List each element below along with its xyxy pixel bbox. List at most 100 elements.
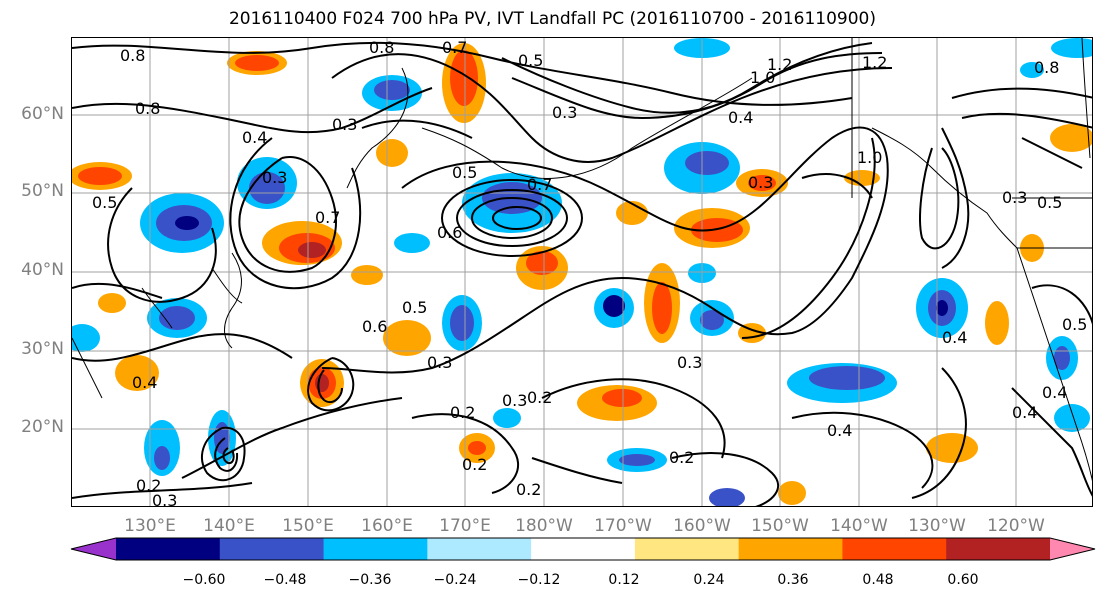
- contour-line: [361, 119, 473, 139]
- lon-label-140w: 140°W: [830, 516, 888, 536]
- positive-anomaly-patch: [1050, 124, 1092, 152]
- contour-label: 0.4: [827, 421, 852, 440]
- positive-anomaly-patch: [376, 139, 408, 167]
- contour-label: 0.3: [502, 391, 527, 410]
- lon-label-130w: 130°W: [908, 516, 966, 536]
- colorbar-label: −0.12: [517, 572, 561, 588]
- contour-label: 0.5: [402, 298, 427, 317]
- pv-contours: [72, 41, 1092, 506]
- contour-label: 0.3: [1002, 188, 1027, 207]
- contour-label: 0.5: [1037, 193, 1062, 212]
- contour-line: [72, 87, 433, 134]
- negative-anomaly-patch: [394, 233, 430, 253]
- contour-label: 0.4: [942, 328, 967, 347]
- positive-anomaly-patch: [926, 433, 978, 463]
- colorbar-label: 0.60: [947, 572, 979, 588]
- positive-anomaly-patch: [98, 293, 126, 313]
- contour-label: 0.2: [136, 476, 161, 495]
- contour-label: 0.3: [262, 168, 287, 187]
- lat-label-40: 40°N: [21, 260, 64, 280]
- colorbar-label: 0.36: [777, 572, 809, 588]
- colorbar-segment: [842, 538, 947, 560]
- anomaly-shading: [72, 38, 1092, 506]
- colorbar-segment: [946, 538, 1051, 560]
- contour-label: 0.3: [552, 103, 577, 122]
- contour-line: [911, 367, 967, 499]
- negative-anomaly-patch: [709, 488, 745, 506]
- colorbar-segment: [219, 538, 325, 560]
- lon-label-150e: 150°E: [282, 516, 334, 536]
- contour-label: 0.3: [332, 115, 357, 134]
- contour-line: [321, 157, 889, 374]
- contour-line: [72, 482, 253, 499]
- colorbar-label: −0.24: [433, 572, 477, 588]
- positive-anomaly-patch: [844, 170, 880, 186]
- lon-label-120w: 120°W: [987, 516, 1045, 536]
- contour-label: 1.0: [857, 148, 882, 167]
- contour-line: [951, 87, 1092, 99]
- contour-label: 0.4: [132, 373, 157, 392]
- lat-label-30: 30°N: [21, 339, 64, 359]
- contour-label: 0.8: [135, 99, 160, 118]
- lon-label-140e: 140°E: [203, 516, 255, 536]
- colorbar-label: 0.12: [608, 572, 640, 588]
- contour-line: [331, 53, 893, 163]
- colorbar-segment: [427, 538, 532, 560]
- contour-label: 0.3: [748, 173, 773, 192]
- map-panel: 0.8 0.8 0.8 0.7 0.5 0.3 1.0 1.2 1.2 0.8 …: [71, 37, 1093, 507]
- contour-label: 0.7: [315, 208, 340, 227]
- lon-label-170e: 170°E: [439, 516, 491, 536]
- colorbar-label: 0.24: [693, 572, 725, 588]
- colorbar-segment: [1050, 538, 1095, 560]
- contour-line: [961, 112, 1092, 129]
- contour-label: 0.2: [462, 455, 487, 474]
- colorbar-segment: [738, 538, 843, 560]
- graticule: [72, 38, 1092, 506]
- positive-anomaly-patch: [383, 320, 431, 356]
- colorbar-segment: [531, 538, 636, 560]
- negative-anomaly-patch: [1051, 38, 1092, 58]
- colorbar-segment: [323, 538, 428, 560]
- contour-line: [492, 206, 542, 230]
- contour-label: 0.4: [1012, 403, 1037, 422]
- lon-label-170w: 170°W: [594, 516, 652, 536]
- contour-label: 0.7: [442, 38, 467, 57]
- positive-anomaly-patch: [351, 265, 383, 285]
- contour-labels: 0.8 0.8 0.8 0.7 0.5 0.3 1.0 1.2 1.2 0.8 …: [92, 38, 1087, 506]
- contour-label: 0.8: [369, 38, 394, 57]
- contour-line: [411, 413, 519, 494]
- contour-label: 0.4: [728, 108, 753, 127]
- lon-label-150w: 150°W: [751, 516, 809, 536]
- contour-line: [471, 197, 553, 239]
- colorbar-label: 0.48: [862, 572, 894, 588]
- negative-anomaly-patch: [493, 408, 521, 428]
- map-title: 2016110400 F024 700 hPa PV, IVT Landfall…: [228, 9, 876, 29]
- contour-label: 0.5: [92, 193, 117, 212]
- contour-line: [441, 179, 583, 257]
- contour-label: 0.8: [1034, 58, 1059, 77]
- lon-label-160e: 160°E: [361, 516, 413, 536]
- colorbar-outline: [70, 537, 1096, 561]
- positive-anomaly-patch: [778, 481, 806, 505]
- contour-label: 0.3: [677, 353, 702, 372]
- lon-label-130e: 130°E: [124, 516, 176, 536]
- contour-line: [72, 333, 293, 362]
- contour-label: 0.4: [242, 128, 267, 147]
- negative-anomaly-patch: [72, 324, 100, 352]
- colorbar-segment: [71, 538, 116, 560]
- contour-label: 0.6: [437, 223, 462, 242]
- contour-line: [317, 369, 343, 404]
- map-svg: 0.8 0.8 0.8 0.7 0.5 0.3 1.0 1.2 1.2 0.8 …: [72, 38, 1092, 506]
- contour-line: [72, 282, 163, 299]
- contour-label: 0.2: [516, 480, 541, 499]
- contour-line: [401, 126, 888, 232]
- contour-line: [307, 357, 355, 412]
- contour-line: [222, 447, 235, 465]
- contour-line: [1021, 137, 1083, 169]
- colorbar-segment: [116, 538, 221, 560]
- contour-line: [229, 137, 362, 290]
- lat-label-60: 60°N: [21, 104, 64, 124]
- contour-label: 1.2: [767, 55, 792, 74]
- colorbar-label: −0.36: [348, 572, 392, 588]
- lat-label-50: 50°N: [21, 181, 64, 201]
